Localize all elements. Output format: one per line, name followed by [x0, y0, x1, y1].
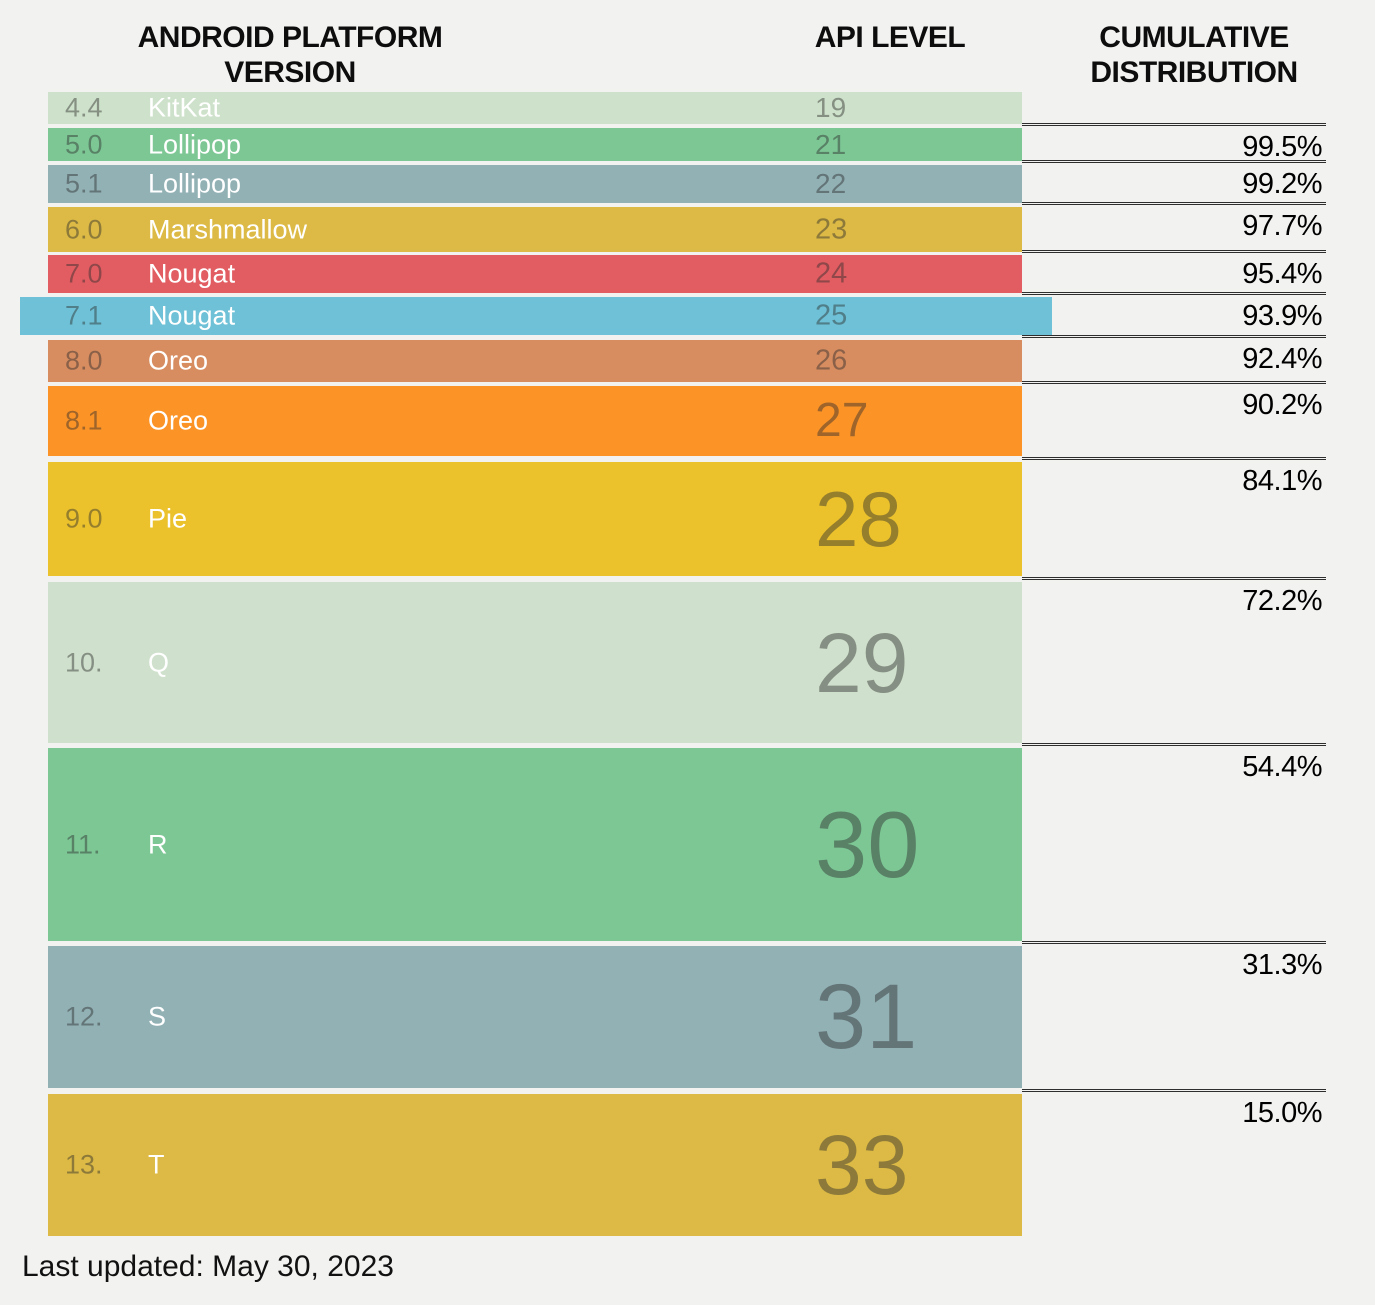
version-bar[interactable] [48, 946, 1022, 1088]
version-bar[interactable] [48, 255, 1022, 293]
cumulative-value: 84.1% [1242, 465, 1322, 497]
cumulative-value: 92.4% [1242, 343, 1322, 375]
cumulative-value: 90.2% [1242, 389, 1322, 421]
version-bar[interactable] [48, 386, 1022, 456]
codename-label: R [148, 829, 168, 859]
distribution-row-kitkat[interactable]: 4.4 KitKat 19 [0, 92, 1375, 124]
codename-label: S [148, 1001, 167, 1032]
version-bar[interactable] [48, 207, 1022, 252]
version-bar-highlighted[interactable] [20, 297, 1052, 335]
cumulative-distribution-header-line1: CUMULATIVE [1099, 21, 1289, 54]
codename-label: Lollipop [148, 129, 242, 159]
version-bar[interactable] [48, 582, 1022, 743]
distribution-row-s[interactable]: 12. S 31 31.3% [0, 941, 1375, 1088]
version-label: 4.4 [65, 92, 103, 123]
distribution-row-marshmallow[interactable]: 6.0 Marshmallow 23 97.7% [0, 202, 1375, 252]
separator-line [1022, 123, 1326, 126]
version-bar[interactable] [48, 462, 1022, 576]
codename-label: KitKat [148, 92, 221, 123]
version-label: 5.0 [65, 129, 103, 159]
api-level-label: 25 [815, 299, 848, 332]
version-label: 7.0 [65, 258, 103, 289]
separator-line [1022, 457, 1326, 460]
version-label: 5.1 [65, 168, 103, 199]
cumulative-value: 15.0% [1242, 1097, 1322, 1129]
cumulative-value: 54.4% [1242, 751, 1322, 783]
version-bar[interactable] [48, 165, 1022, 203]
api-level-label: 33 [815, 1118, 909, 1212]
version-label: 10. [65, 647, 103, 677]
api-level-label: 26 [815, 344, 848, 377]
version-label: 11. [65, 829, 101, 859]
api-level-label: 28 [815, 475, 902, 563]
platform-version-header: ANDROID PLATFORM VERSION [60, 20, 520, 90]
separator-line [1022, 381, 1326, 384]
platform-version-header-line2: VERSION [224, 56, 356, 89]
version-bar[interactable] [48, 92, 1022, 124]
version-label: 12. [65, 1001, 103, 1032]
cumulative-distribution-header: CUMULATIVE DISTRIBUTION [1048, 20, 1340, 90]
api-level-header: API LEVEL [770, 20, 1010, 55]
api-level-label: 23 [815, 213, 848, 245]
cumulative-value: 72.2% [1242, 585, 1322, 617]
separator-line [1022, 743, 1326, 746]
version-bar[interactable] [48, 1094, 1022, 1236]
version-label: 8.1 [65, 405, 103, 436]
version-bar[interactable] [48, 128, 1022, 161]
cumulative-value: 99.2% [1242, 168, 1322, 200]
distribution-row-t[interactable]: 13. T 33 15.0% [0, 1089, 1375, 1236]
codename-label: Nougat [148, 258, 236, 289]
codename-label: Nougat [148, 300, 236, 331]
separator-line [1022, 941, 1326, 944]
api-level-label: 27 [815, 394, 869, 447]
cumulative-value: 95.4% [1242, 258, 1322, 290]
version-label: 13. [65, 1149, 103, 1180]
cumulative-distribution-header-line2: DISTRIBUTION [1090, 56, 1298, 89]
separator-line [1022, 250, 1326, 253]
api-level-header-text: API LEVEL [814, 21, 966, 54]
separator-line [1022, 292, 1326, 295]
cumulative-value: 97.7% [1242, 210, 1322, 242]
separator-line [1022, 1089, 1326, 1092]
distribution-row-r[interactable]: 11. R 30 54.4% [0, 743, 1375, 941]
codename-label: T [148, 1149, 165, 1180]
codename-label: Oreo [148, 345, 209, 376]
distribution-row-oreo-81[interactable]: 8.1 Oreo 27 90.2% [0, 381, 1375, 456]
codename-label: Q [148, 647, 170, 677]
distribution-row-oreo-80[interactable]: 8.0 Oreo 26 92.4% [0, 335, 1375, 382]
distribution-row-lollipop-51[interactable]: 5.1 Lollipop 22 99.2% [0, 160, 1375, 203]
version-bar[interactable] [48, 340, 1022, 382]
api-level-label: 24 [815, 257, 848, 290]
codename-label: Lollipop [148, 168, 242, 199]
api-level-label: 21 [815, 128, 847, 160]
platform-version-header-line1: ANDROID PLATFORM [137, 21, 443, 54]
distribution-row-nougat-71-selected[interactable]: 7.1 Nougat 25 93.9% [0, 292, 1375, 335]
distribution-row-lollipop-50[interactable]: 5.0 Lollipop 21 99.5% [0, 123, 1375, 163]
version-label: 8.0 [65, 345, 103, 376]
separator-line [1022, 160, 1326, 163]
separator-line [1022, 202, 1326, 205]
codename-label: Oreo [148, 405, 209, 436]
version-bar[interactable] [48, 748, 1022, 941]
distribution-row-q[interactable]: 10. Q 29 72.2% [0, 577, 1375, 743]
cumulative-value: 99.5% [1242, 131, 1322, 163]
api-level-label: 30 [815, 791, 920, 897]
separator-line [1022, 335, 1326, 338]
codename-label: Marshmallow [148, 214, 308, 244]
codename-label: Pie [148, 503, 188, 534]
api-level-label: 29 [815, 615, 909, 710]
version-label: 7.1 [65, 300, 103, 331]
separator-line [1022, 577, 1326, 580]
cumulative-value: 31.3% [1242, 949, 1322, 981]
distribution-row-nougat-70[interactable]: 7.0 Nougat 24 95.4% [0, 250, 1375, 293]
api-level-label: 19 [815, 92, 847, 123]
version-label: 9.0 [65, 503, 103, 534]
version-label: 6.0 [65, 214, 103, 244]
api-level-label: 22 [815, 168, 847, 199]
api-level-label: 31 [815, 966, 918, 1068]
cumulative-value: 93.9% [1242, 300, 1322, 332]
last-updated-text: Last updated: May 30, 2023 [22, 1250, 394, 1283]
distribution-row-pie[interactable]: 9.0 Pie 28 84.1% [0, 457, 1375, 576]
